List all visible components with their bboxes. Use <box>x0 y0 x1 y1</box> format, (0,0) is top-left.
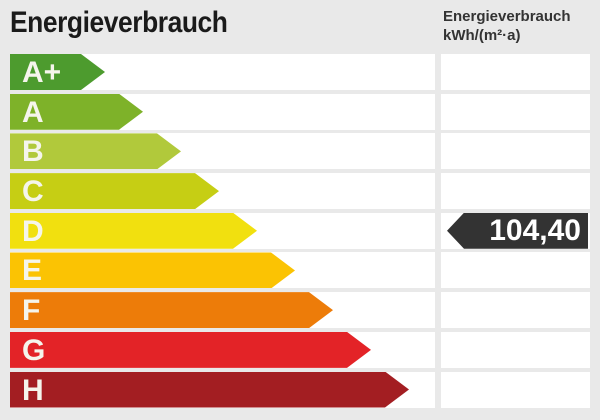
scale-row-e: E <box>0 252 600 289</box>
class-arrow-h: H <box>10 372 409 408</box>
row-band-right <box>441 54 590 90</box>
class-arrow-g: G <box>10 332 371 368</box>
scale-row-a: A <box>0 93 600 130</box>
row-band-right <box>441 133 590 170</box>
unit-header: Energieverbrauch kWh/(m²·a) <box>443 7 593 45</box>
row-band-right <box>441 331 590 368</box>
scale-row-f: F <box>0 292 600 329</box>
scale-row-a-plus: A+ <box>0 54 600 90</box>
class-arrow-b: B <box>10 133 181 169</box>
energy-scale: A+ A B C D E F <box>0 54 600 411</box>
row-band-right <box>441 292 590 329</box>
class-arrow-e: E <box>10 252 295 288</box>
row-band-right <box>441 173 590 210</box>
unit-header-line1: Energieverbrauch <box>443 8 571 25</box>
scale-row-g: G <box>0 331 600 368</box>
class-arrow-f: F <box>10 292 333 328</box>
unit-header-line2: kWh/(m²·a) <box>443 27 521 44</box>
class-arrow-c: C <box>10 173 219 209</box>
scale-row-c: C <box>0 173 600 210</box>
consumption-value-marker: 104,40 <box>447 212 588 249</box>
scale-row-h: H <box>0 371 600 408</box>
scale-row-b: B <box>0 133 600 170</box>
row-band-right <box>441 252 590 289</box>
row-band-right <box>441 93 590 130</box>
class-arrow-d: D <box>10 213 257 249</box>
row-band-right <box>441 371 590 408</box>
class-arrow-a: A <box>10 94 143 130</box>
page-title: Energieverbrauch <box>10 6 228 39</box>
